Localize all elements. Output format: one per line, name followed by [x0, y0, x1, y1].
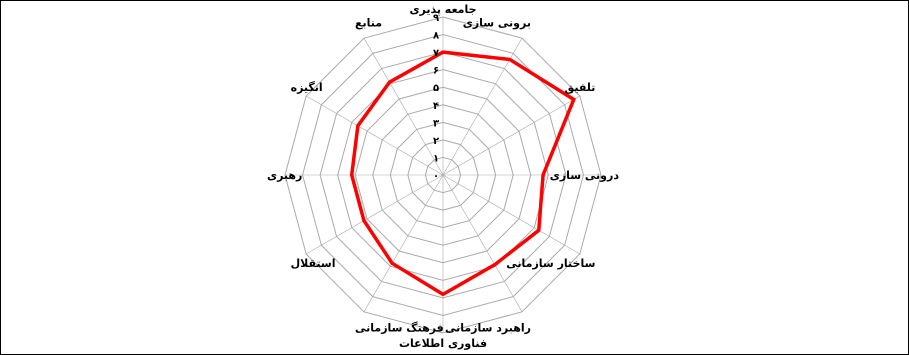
axis-label-4: ساختار سازمانی: [506, 257, 595, 270]
axis-label-8: استقلال: [291, 257, 336, 270]
axis-label-9: رهبری: [267, 169, 302, 182]
axis-label-2: تلفیق: [564, 81, 595, 94]
tick-label-6: ۶: [433, 66, 439, 77]
spoke-4: [442, 174, 580, 255]
axis-label-6: فناوری اطلاعات: [399, 337, 487, 350]
axis-label-1: برونی سازی: [463, 17, 531, 30]
axis-label-10: انگیزه: [291, 81, 323, 94]
spoke-layer: [285, 17, 601, 333]
spoke-5: [442, 174, 523, 312]
tick-label-7: ۷: [433, 48, 439, 59]
tick-label-2: ۲: [433, 136, 439, 147]
axis-label-3: درونی سازی: [550, 169, 620, 182]
spoke-10: [306, 95, 444, 176]
axis-label-7: فرهنگ سازمانی: [355, 320, 444, 334]
series-line-0: [349, 50, 576, 297]
axis-label-11: منابع: [355, 17, 382, 30]
spoke-11: [363, 38, 444, 176]
tick-label-3: ۳: [433, 118, 439, 129]
spoke-8: [306, 174, 444, 255]
spoke-2: [442, 95, 580, 176]
series-layer: [349, 50, 576, 297]
axis-label-0: جامعه پذیری: [409, 3, 476, 16]
tick-label-8: ۸: [433, 31, 439, 42]
tick-label-4: ۴: [433, 101, 439, 112]
spoke-7: [363, 174, 444, 312]
tick-label-1: ۱: [433, 153, 439, 164]
tick-label-0: ۰: [433, 171, 439, 182]
tick-layer: ۰ ۱ ۲ ۳ ۴ ۵ ۶ ۷ ۸ ۹: [433, 13, 439, 182]
axis-label-5: راهبرد سازمانی: [445, 321, 531, 334]
tick-label-9: ۹: [433, 13, 439, 24]
tick-label-5: ۵: [433, 83, 439, 94]
